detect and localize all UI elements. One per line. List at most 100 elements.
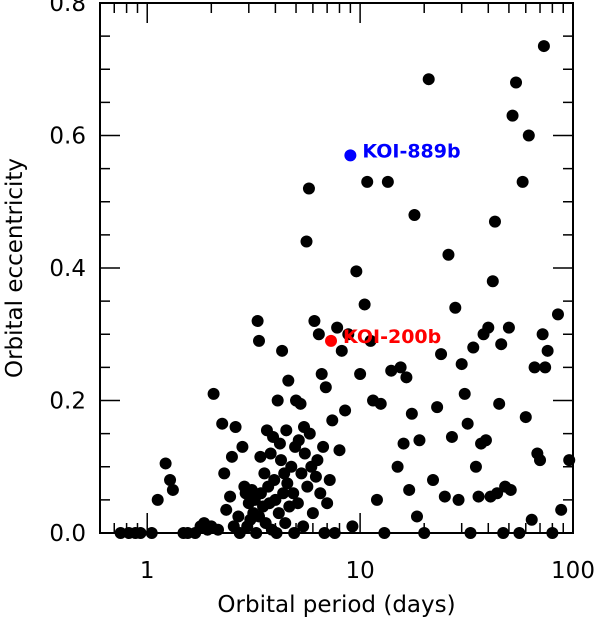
data-point [342, 328, 355, 341]
data-point [534, 454, 547, 467]
data-point [435, 348, 448, 361]
data-point [381, 175, 394, 188]
data-point [164, 474, 177, 486]
data-point [418, 527, 431, 539]
data-point [486, 275, 499, 288]
data-point [488, 215, 501, 228]
data-point [279, 517, 292, 530]
y-tick-label: 0.2 [49, 389, 86, 415]
data-point [225, 450, 238, 463]
highlight-point [344, 149, 357, 162]
data-point [504, 483, 517, 496]
data-point [346, 520, 359, 533]
data-point [318, 527, 331, 539]
data-point [224, 490, 237, 503]
data-point [350, 265, 363, 278]
data-point [405, 407, 418, 420]
data-point [354, 368, 367, 380]
annotation-label: KOI-889b [362, 140, 460, 162]
data-point [315, 368, 328, 380]
data-point [455, 358, 468, 371]
data-point [250, 527, 263, 539]
data-point [308, 315, 321, 327]
data-point [159, 457, 172, 470]
data-point [479, 434, 492, 447]
data-point [495, 338, 508, 351]
data-point [397, 437, 410, 450]
data-point [134, 527, 147, 539]
x-tick-label: 100 [551, 558, 595, 584]
data-point [410, 510, 423, 523]
data-point [449, 301, 462, 314]
data-point [493, 397, 506, 410]
data-point [271, 394, 284, 407]
data-point [422, 73, 435, 86]
data-point [211, 523, 224, 536]
data-point [229, 421, 242, 433]
data-point [326, 414, 339, 427]
data-point [497, 527, 510, 539]
annotation-label: KOI-200b [343, 326, 441, 348]
data-point [319, 381, 332, 394]
data-point [303, 427, 316, 440]
data-point [528, 361, 541, 374]
highlight-point [325, 334, 338, 347]
data-point [166, 483, 179, 496]
data-point [287, 487, 300, 500]
data-point [297, 520, 310, 533]
data-point [306, 507, 319, 520]
data-point [301, 480, 314, 493]
data-point [280, 424, 293, 437]
data-point [232, 510, 245, 523]
data-point [555, 503, 568, 516]
data-point [216, 417, 229, 430]
data-point [408, 209, 421, 221]
axis-ticks [99, 2, 574, 534]
data-point [394, 361, 407, 374]
data-point [335, 344, 348, 357]
data-point [427, 474, 440, 486]
data-point [522, 129, 535, 142]
data-point [273, 437, 286, 450]
y-tick-label: 0.4 [49, 256, 86, 282]
data-point [294, 397, 307, 410]
data-point [510, 76, 523, 89]
data-point [431, 401, 444, 414]
data-point [403, 483, 416, 496]
data-point [323, 474, 336, 486]
data-point [519, 411, 532, 424]
x-tick-label: 1 [140, 558, 155, 584]
data-point [151, 493, 164, 506]
data-point [314, 487, 327, 500]
data-point [245, 483, 258, 496]
data-point [331, 321, 344, 334]
y-axis-label: Orbital eccentricity [2, 158, 28, 378]
data-point [374, 397, 387, 410]
annotations: KOI-889b KOI-200b [343, 140, 461, 348]
data-point [506, 109, 519, 122]
data-point [312, 328, 325, 341]
data-point [282, 374, 295, 387]
data-point [339, 404, 352, 417]
data-point [268, 474, 281, 486]
x-axis-label: Orbital period (days) [217, 592, 455, 618]
data-point [254, 450, 267, 463]
data-point [551, 308, 564, 321]
data-point [539, 361, 552, 374]
data-point [302, 182, 315, 195]
data-point [220, 503, 233, 516]
data-point [275, 454, 288, 467]
data-points [114, 40, 576, 539]
data-point [251, 315, 264, 327]
x-tick-label: 10 [345, 558, 374, 584]
data-point [385, 364, 398, 377]
data-point [285, 460, 298, 473]
data-point [467, 341, 480, 354]
data-point [145, 527, 158, 539]
data-point [491, 487, 504, 500]
data-point [391, 460, 404, 473]
data-point [438, 490, 451, 503]
data-point [288, 527, 301, 539]
data-point [413, 434, 426, 447]
